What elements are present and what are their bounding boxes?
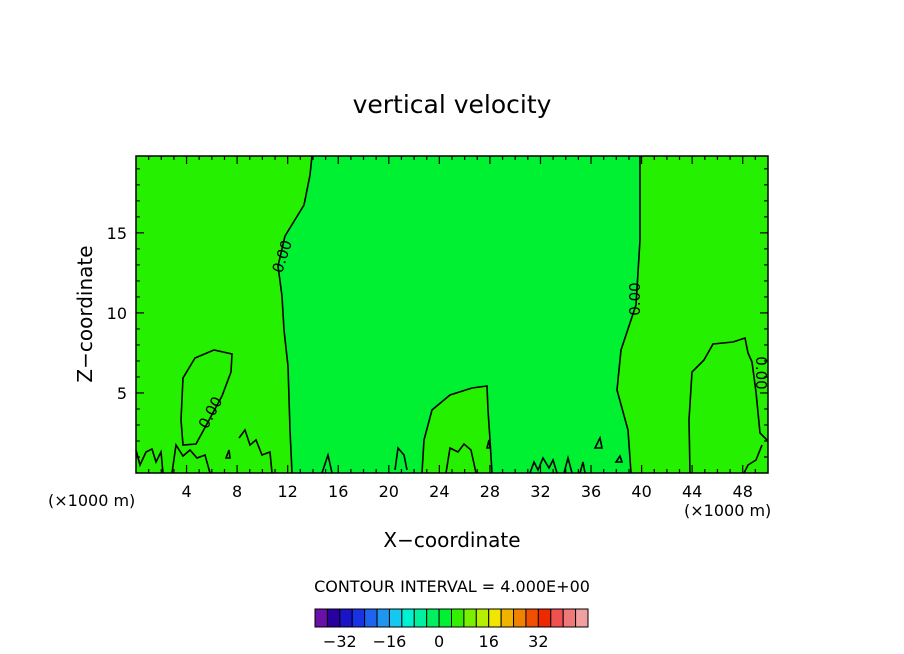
contour-surface-12 bbox=[224, 449, 231, 459]
colorbar-swatch bbox=[488, 608, 502, 628]
x-tick-label: 40 bbox=[631, 482, 651, 501]
colorbar-swatch bbox=[575, 608, 589, 628]
colorbar-swatch bbox=[339, 608, 353, 628]
contour-surface-1 bbox=[135, 447, 164, 474]
colorbar-swatch bbox=[413, 608, 428, 628]
contour-surface-14 bbox=[743, 444, 763, 474]
colorbar-swatch bbox=[376, 608, 390, 628]
x-tick-label: 20 bbox=[379, 482, 399, 501]
plot-area: 0.00 0.00 0.00 0.00 bbox=[135, 155, 770, 474]
contour-surface-13 bbox=[485, 439, 491, 449]
colorbar-swatch bbox=[513, 608, 527, 628]
colorbar-swatch bbox=[463, 608, 477, 628]
contour-surface-11 bbox=[579, 461, 586, 474]
colorbar-tick-label: −16 bbox=[373, 632, 407, 651]
colorbar-tick-label: 16 bbox=[479, 632, 499, 651]
y-axis-label: Z−coordinate bbox=[73, 245, 97, 382]
contour-loop-right bbox=[688, 336, 768, 474]
x-tick-label: 48 bbox=[733, 482, 753, 501]
y-tick-label: 5 bbox=[117, 384, 127, 403]
contour-bump bbox=[421, 385, 493, 474]
colorbar-swatch bbox=[451, 608, 465, 628]
contour-label-right: 0.00 bbox=[626, 282, 644, 315]
colorbar-swatch bbox=[388, 608, 403, 628]
contour-line-left bbox=[277, 155, 313, 474]
colorbar-swatch bbox=[351, 608, 366, 628]
colorbar-swatch bbox=[500, 608, 515, 628]
contour-surface-2 bbox=[171, 442, 211, 474]
x-tick-label: 16 bbox=[328, 482, 348, 501]
colorbar-swatch bbox=[314, 608, 328, 628]
x-tick-label: 24 bbox=[429, 482, 449, 501]
colorbar-swatch bbox=[475, 608, 490, 628]
y-tick-label: 10 bbox=[107, 304, 127, 323]
contour-surface-4 bbox=[321, 452, 333, 474]
contour-surface-6 bbox=[445, 442, 477, 474]
contour-surface-5 bbox=[394, 446, 408, 471]
x-unit-label-right: (×1000 m) bbox=[684, 501, 771, 520]
contour-label-loop-right: 0.00 bbox=[752, 356, 770, 389]
x-tick-label: 12 bbox=[278, 482, 298, 501]
zero-contours bbox=[135, 155, 768, 474]
contour-interval-note: CONTOUR INTERVAL = 4.000E+00 bbox=[314, 577, 590, 596]
contour-surface-8 bbox=[563, 454, 573, 474]
colorbar: −32 −16 0 16 32 bbox=[314, 608, 589, 651]
colorbar-tick-label: 0 bbox=[434, 632, 444, 651]
colorbar-swatch bbox=[438, 608, 453, 628]
colorbar-tick-label: 32 bbox=[528, 632, 548, 651]
x-tick-label: 8 bbox=[232, 482, 242, 501]
contour-surface-3 bbox=[238, 428, 273, 474]
colorbar-swatch bbox=[401, 608, 415, 628]
y-axis: 5 10 15 bbox=[107, 168, 768, 458]
contour-surface-10 bbox=[614, 454, 624, 463]
positive-bump-near-surface bbox=[422, 386, 492, 473]
colorbar-swatch bbox=[326, 608, 341, 628]
x-tick-label: 4 bbox=[181, 482, 191, 501]
colorbar-swatch bbox=[537, 608, 552, 628]
colorbar-swatch bbox=[364, 608, 378, 628]
x-tick-label: 32 bbox=[530, 482, 550, 501]
colorbar-tick-label: −32 bbox=[323, 632, 357, 651]
colorbar-swatch bbox=[426, 608, 440, 628]
x-axis-label: X−coordinate bbox=[383, 528, 520, 552]
near-zero-region-center bbox=[278, 156, 640, 473]
chart-title: vertical velocity bbox=[353, 90, 552, 119]
contour-loop-left bbox=[180, 349, 233, 446]
colorbar-swatch bbox=[550, 608, 564, 628]
colorbar-swatch bbox=[525, 608, 539, 628]
x-tick-label: 36 bbox=[581, 482, 601, 501]
x-tick-label: 44 bbox=[682, 482, 702, 501]
x-tick-label: 28 bbox=[480, 482, 500, 501]
x-axis: 4 8 12 16 20 24 28 32 36 40 44 48 bbox=[148, 156, 756, 501]
contour-surface-7 bbox=[529, 456, 558, 474]
contour-line-right bbox=[616, 156, 641, 474]
contour-surface-9 bbox=[593, 435, 603, 449]
x-unit-label-left: (×1000 m) bbox=[48, 491, 135, 510]
y-tick-label: 15 bbox=[107, 224, 127, 243]
colorbar-swatch bbox=[562, 608, 577, 628]
